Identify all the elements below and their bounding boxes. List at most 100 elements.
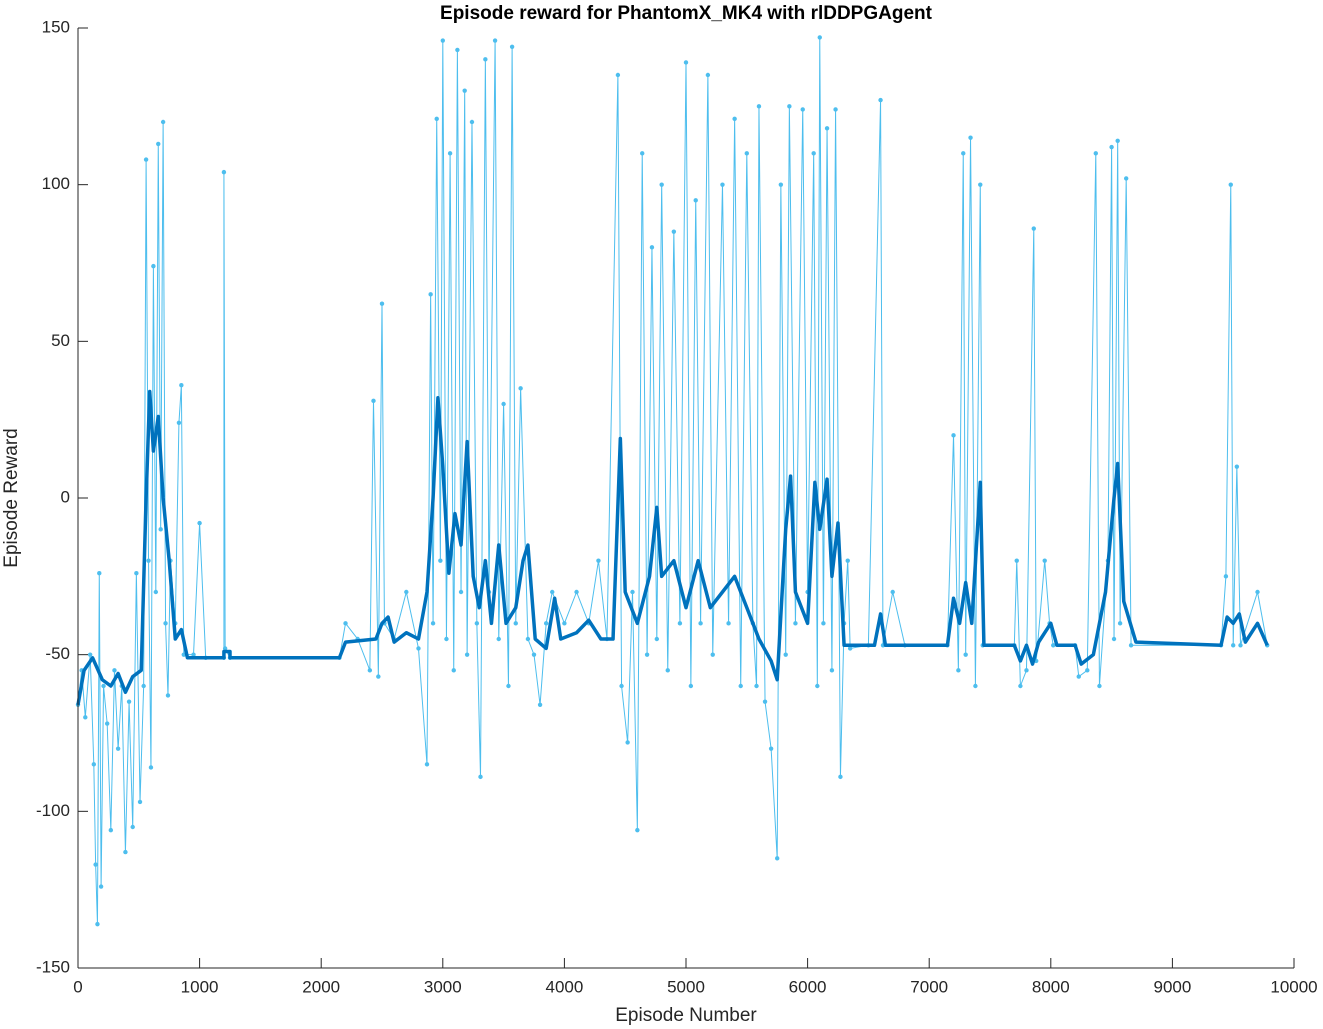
data-point — [829, 668, 835, 673]
data-point — [509, 44, 515, 49]
data-point — [1115, 138, 1120, 143]
data-point — [134, 571, 139, 576]
x-tick-label: 5000 — [667, 977, 705, 996]
data-point — [951, 433, 956, 438]
data-point — [191, 652, 196, 657]
data-point — [176, 420, 182, 425]
x-tick-label: 7000 — [910, 977, 948, 996]
data-point — [93, 862, 98, 867]
data-point — [447, 151, 453, 156]
x-tick-label: 9000 — [1153, 977, 1191, 996]
data-point — [649, 245, 655, 250]
data-point — [1128, 643, 1134, 648]
data-point — [1117, 621, 1123, 626]
data-point — [469, 119, 475, 125]
data-point — [762, 699, 768, 704]
data-point — [371, 398, 376, 404]
data-point — [720, 182, 725, 187]
data-point — [1018, 683, 1023, 689]
data-point — [222, 646, 228, 651]
data-point — [462, 88, 467, 93]
data-point — [659, 182, 664, 187]
data-point — [778, 182, 784, 187]
data-point — [1093, 151, 1098, 156]
y-tick-label: 50 — [51, 331, 70, 350]
data-point — [1051, 643, 1056, 648]
data-point — [126, 699, 132, 704]
data-point — [91, 762, 97, 767]
x-tick-label: 4000 — [545, 977, 583, 996]
data-point — [677, 621, 683, 626]
x-tick-label: 8000 — [1032, 977, 1070, 996]
data-point — [550, 589, 555, 595]
data-point — [531, 652, 537, 657]
data-point — [179, 383, 184, 388]
data-point — [478, 774, 483, 780]
data-point — [890, 589, 895, 595]
data-point — [615, 72, 621, 78]
data-point — [817, 35, 822, 40]
data-point — [153, 589, 159, 595]
data-point — [1085, 668, 1090, 673]
data-point — [197, 520, 202, 526]
data-point — [640, 151, 645, 156]
x-tick-label: 3000 — [424, 977, 462, 996]
data-point — [630, 589, 635, 595]
data-point — [438, 558, 443, 563]
data-point — [688, 683, 694, 689]
y-tick-label: 0 — [61, 487, 70, 506]
data-point — [783, 652, 788, 657]
data-point — [440, 38, 445, 43]
data-point — [1223, 574, 1229, 579]
data-point — [501, 401, 506, 407]
data-point — [1231, 643, 1236, 648]
chart-title: Episode reward for PhantomX_MK4 with rlD… — [440, 3, 933, 24]
data-point — [98, 884, 104, 889]
data-point — [101, 683, 106, 689]
data-point — [710, 652, 715, 657]
x-tick-label: 1000 — [181, 977, 219, 996]
data-point — [379, 301, 385, 306]
data-point — [156, 141, 161, 147]
x-tick-label: 0 — [73, 977, 82, 996]
data-point — [458, 589, 464, 595]
data-point — [738, 683, 743, 689]
data-point — [543, 621, 549, 626]
y-tick-label: 150 — [42, 17, 70, 36]
data-point — [775, 856, 780, 861]
data-point — [416, 646, 421, 651]
data-point — [112, 668, 117, 673]
data-point — [483, 57, 488, 62]
data-point — [847, 646, 853, 651]
data-point — [108, 827, 114, 833]
data-point — [141, 683, 146, 689]
x-tick-label: 2000 — [302, 977, 340, 996]
data-point — [492, 38, 498, 43]
data-point — [833, 107, 838, 112]
data-point — [654, 636, 660, 642]
data-point — [1255, 589, 1260, 595]
data-point — [151, 263, 156, 269]
data-point — [754, 683, 759, 689]
data-point — [978, 182, 983, 187]
x-axis-label: Episode Number — [615, 1005, 757, 1026]
y-tick-label: -100 — [36, 801, 70, 820]
data-point — [878, 97, 883, 103]
data-point — [635, 827, 640, 833]
y-axis-label: Episode Reward — [1, 428, 22, 567]
data-point — [513, 621, 518, 626]
data-point — [973, 683, 978, 689]
data-point — [137, 799, 143, 805]
data-point — [671, 229, 677, 234]
y-tick-label: -150 — [36, 957, 70, 976]
data-point — [1014, 558, 1019, 563]
data-point — [956, 668, 961, 673]
data-point — [963, 652, 968, 657]
data-point — [698, 621, 703, 626]
data-point — [961, 151, 966, 156]
data-point — [464, 652, 470, 657]
data-point — [705, 72, 711, 78]
data-point — [1109, 144, 1114, 150]
data-point — [838, 774, 843, 780]
data-point — [665, 668, 670, 673]
